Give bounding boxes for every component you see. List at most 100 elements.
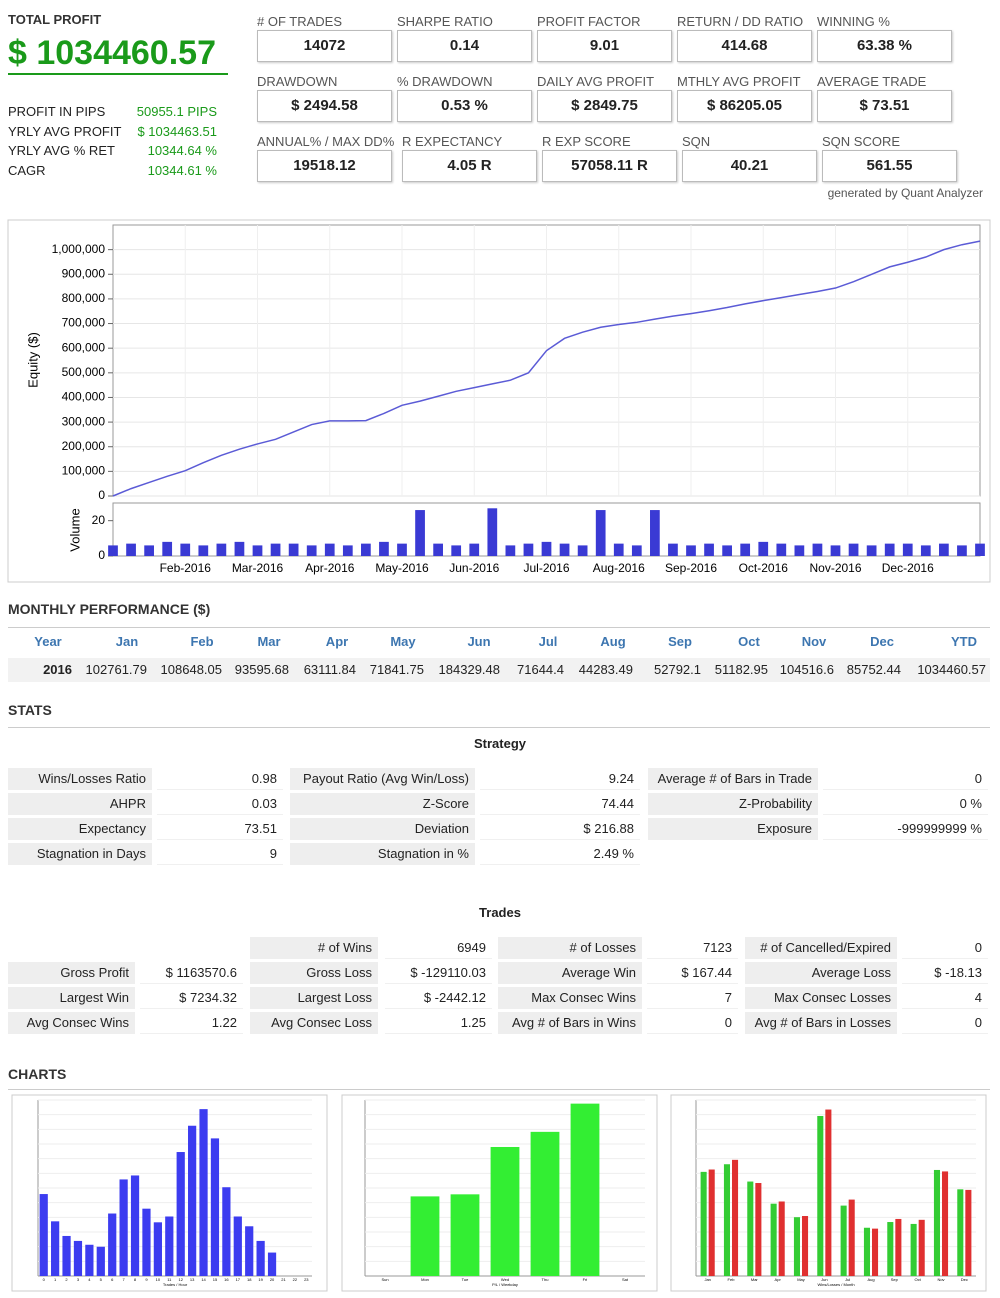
bar bbox=[165, 1216, 174, 1276]
bar bbox=[872, 1228, 879, 1276]
bar bbox=[51, 1221, 60, 1276]
metric-label: PROFIT FACTOR bbox=[537, 14, 641, 29]
table-cell: 108648.05 bbox=[160, 662, 222, 677]
stat-value: 0 bbox=[823, 768, 988, 790]
x-tick-label: Mar bbox=[751, 1277, 759, 1282]
bar bbox=[39, 1194, 48, 1276]
volume-bar bbox=[288, 543, 299, 556]
volume-bar bbox=[198, 545, 209, 556]
total-profit: $ 1034460.57 bbox=[8, 34, 216, 72]
metric-label: ANNUAL% / MAX DD% bbox=[257, 134, 395, 149]
bar bbox=[895, 1218, 902, 1276]
stat-value: 4 bbox=[902, 987, 988, 1009]
bar bbox=[245, 1226, 254, 1276]
summary-value: 10344.64 % bbox=[147, 143, 217, 158]
volume-bar bbox=[397, 543, 407, 556]
volume-bar bbox=[613, 543, 624, 556]
y-axis-label: Volume bbox=[67, 508, 82, 551]
x-tick-label: Nov bbox=[937, 1277, 944, 1282]
table-cell: 104516.6 bbox=[779, 662, 834, 677]
volume-bar bbox=[668, 543, 678, 556]
stat-label: Max Consec Losses bbox=[745, 987, 897, 1009]
bar bbox=[530, 1131, 560, 1276]
x-tick-label: Jun bbox=[821, 1277, 827, 1282]
y-tick-label: 600,000 bbox=[62, 340, 106, 354]
stat-value: 2.49 % bbox=[480, 843, 640, 865]
metric-value: 0.14 bbox=[397, 30, 532, 62]
stat-value: 6949 bbox=[385, 937, 492, 959]
volume-bar bbox=[379, 541, 389, 556]
x-tick-label: Dec-2016 bbox=[882, 561, 934, 575]
volume-bar bbox=[595, 510, 606, 556]
x-tick-label: Sep-2016 bbox=[665, 561, 717, 575]
stat-value: $ 7234.32 bbox=[140, 987, 243, 1009]
x-tick-label: Fri bbox=[583, 1277, 588, 1282]
metric-value: $ 73.51 bbox=[817, 90, 952, 122]
stat-label: # of Wins bbox=[250, 937, 378, 959]
volume-bar bbox=[704, 543, 714, 556]
bar bbox=[793, 1217, 800, 1276]
summary-label: YRLY AVG PROFIT bbox=[8, 123, 122, 139]
section-title: CHARTS bbox=[8, 1066, 67, 1082]
stat-label: Average Loss bbox=[745, 962, 897, 984]
bar bbox=[410, 1196, 440, 1276]
table-cell: 52792.1 bbox=[654, 662, 701, 677]
x-tick-label: 7 bbox=[123, 1277, 126, 1282]
stat-label: Average Win bbox=[498, 962, 642, 984]
bar bbox=[256, 1240, 265, 1276]
x-tick-label: 21 bbox=[281, 1277, 286, 1282]
x-tick-label: May-2016 bbox=[375, 561, 429, 575]
bar bbox=[887, 1222, 894, 1276]
metric-value: 0.53 % bbox=[397, 90, 532, 122]
x-tick-label: Jul bbox=[845, 1277, 850, 1282]
x-tick-label: 20 bbox=[270, 1277, 275, 1282]
volume-bar bbox=[902, 543, 913, 556]
stat-label: Average # of Bars in Trade bbox=[648, 768, 818, 790]
metric-value: $ 2494.58 bbox=[257, 90, 392, 122]
bar bbox=[73, 1240, 83, 1276]
underline bbox=[8, 73, 228, 75]
x-tick-label: Mon bbox=[421, 1277, 429, 1282]
bar bbox=[85, 1244, 94, 1276]
stat-label: Z-Probability bbox=[648, 793, 818, 815]
metric-label: SHARPE RATIO bbox=[397, 14, 493, 29]
volume-bar bbox=[812, 543, 823, 556]
volume-bar bbox=[523, 543, 534, 556]
divider bbox=[8, 727, 990, 728]
bar bbox=[840, 1205, 847, 1276]
volume-bar bbox=[650, 510, 660, 556]
y-tick-label: 300,000 bbox=[62, 414, 106, 428]
column-header: Jan bbox=[115, 634, 139, 649]
stat-label: Avg # of Bars in Wins bbox=[498, 1012, 642, 1034]
stat-label: # of Losses bbox=[498, 937, 642, 959]
table-title: Trades bbox=[479, 905, 521, 920]
stat-label: Avg Consec Loss bbox=[250, 1012, 378, 1034]
x-tick-label: Apr bbox=[775, 1277, 782, 1282]
divider bbox=[8, 627, 990, 628]
stat-value: $ 167.44 bbox=[647, 962, 738, 984]
column-header: Sep bbox=[668, 634, 692, 649]
bar bbox=[108, 1213, 117, 1276]
section-title: MONTHLY PERFORMANCE ($) bbox=[8, 601, 211, 617]
table-cell: 1034460.57 bbox=[917, 662, 986, 677]
volume-bar bbox=[740, 543, 751, 556]
volume-bar bbox=[234, 541, 245, 556]
x-tick-label: 13 bbox=[190, 1277, 195, 1282]
stat-label: Stagnation in % bbox=[290, 843, 475, 865]
volume-bar bbox=[361, 543, 371, 556]
bar bbox=[130, 1175, 140, 1276]
stat-value: 7 bbox=[647, 987, 738, 1009]
x-tick-label: 23 bbox=[304, 1277, 309, 1282]
bar bbox=[708, 1169, 715, 1276]
table-cell: 71644.4 bbox=[517, 662, 564, 677]
stat-value: $ 1163570.6 bbox=[140, 962, 243, 984]
volume-bar bbox=[884, 543, 895, 556]
x-tick-label: 8 bbox=[134, 1277, 137, 1282]
stat-value: 0 % bbox=[823, 793, 988, 815]
metric-label: % DRAWDOWN bbox=[397, 74, 493, 89]
x-tick-label: 18 bbox=[247, 1277, 252, 1282]
metric-value: $ 2849.75 bbox=[537, 90, 672, 122]
metric-label: R EXP SCORE bbox=[542, 134, 631, 149]
bar bbox=[153, 1222, 162, 1276]
y-tick-label: 700,000 bbox=[62, 316, 106, 330]
